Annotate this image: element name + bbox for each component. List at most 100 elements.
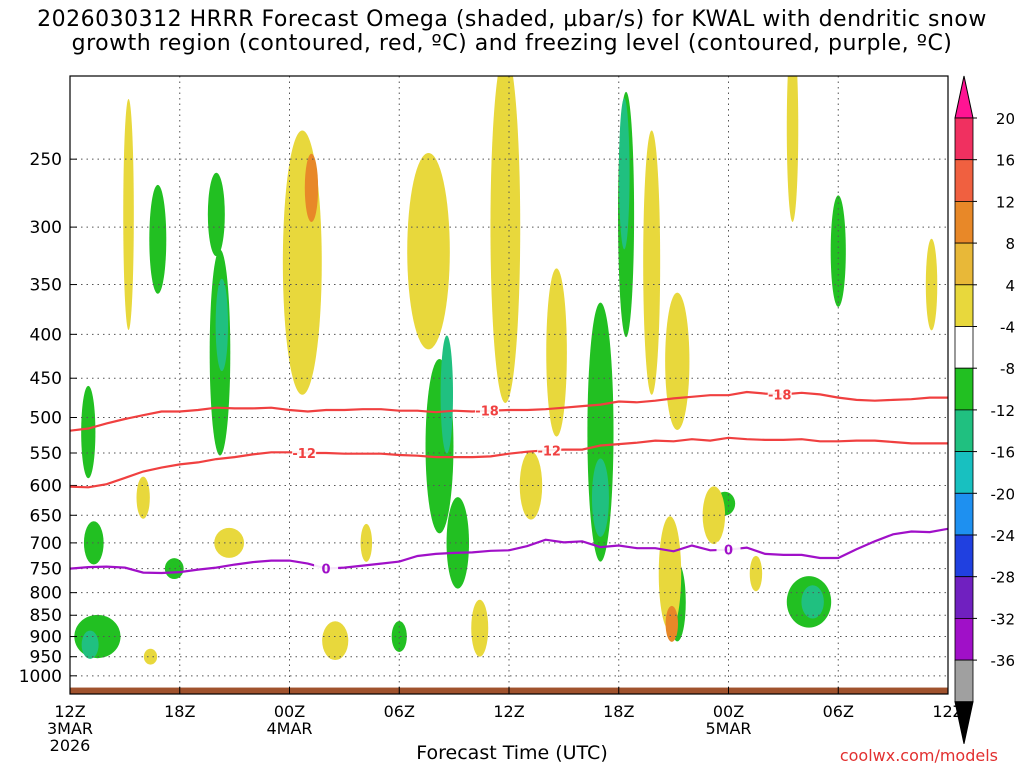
contour-label-bg-minus18-0	[475, 402, 500, 418]
omega-dn-hour3	[123, 98, 134, 331]
omega-up-hour40-core	[801, 585, 824, 619]
contour-minus12	[70, 436, 948, 489]
omega-up-hour30-core	[618, 98, 630, 250]
x-tick-label-h18-0: 06Z	[384, 702, 415, 721]
y-tick-label-300: 300	[30, 218, 62, 238]
colorbar-label-4: 4	[1005, 277, 1015, 295]
contour-label-bg-minus12-1	[537, 442, 562, 458]
omega-dn-hour47	[925, 238, 938, 331]
contour-label-freezing-0: 0	[322, 563, 331, 578]
omega-up-hour18	[391, 621, 407, 652]
y-tick-label-350: 350	[30, 276, 62, 296]
omega-dn-hour37	[749, 555, 763, 592]
colorbar-label-3: 8	[1005, 235, 1015, 253]
chart-title-line1: 2026030312 HRRR Forecast Omega (shaded, …	[37, 7, 987, 32]
y-tick-label-750: 750	[30, 560, 62, 580]
contour-label-minus18-0: -18	[475, 405, 499, 420]
omega-up-hour20-core	[440, 335, 454, 454]
y-tick-label-1000: 1000	[19, 667, 62, 687]
omega-up-hour21	[446, 497, 470, 589]
colorbar-label-2: 12	[996, 193, 1015, 211]
y-tick-label-950: 950	[30, 648, 62, 668]
colorbar-swatch-5	[954, 326, 974, 369]
contour-freezing	[70, 527, 948, 575]
omega-up-hour8-core	[215, 278, 229, 372]
omega-dn-hour32	[658, 516, 682, 631]
colorbar-swatch-13	[954, 659, 974, 703]
x-tick-label-h0-2: 2026	[50, 736, 91, 755]
contour-label-bg-freezing-1	[716, 541, 741, 557]
omega-dn-hour33-core	[665, 605, 678, 642]
y-tick-label-800: 800	[30, 584, 62, 604]
x-tick-label-h12-1: 4MAR	[266, 719, 312, 738]
x-tick-label-h6-0: 18Z	[164, 702, 195, 721]
y-tick-label-900: 900	[30, 628, 62, 648]
colorbar-swatch-12	[954, 618, 974, 661]
y-tick-label-550: 550	[30, 444, 62, 464]
colorbar-swatch-10	[954, 534, 974, 578]
y-tick-label-450: 450	[30, 369, 62, 389]
x-tick-label-h36-0: 00Z	[713, 702, 744, 721]
y-tick-label-700: 700	[30, 534, 62, 554]
omega-dn-hour4-low	[143, 648, 158, 665]
omega-dn-hour26	[546, 268, 567, 437]
y-tick-label-500: 500	[30, 408, 62, 428]
colorbar-swatch-3	[954, 242, 974, 286]
omega-dn-hour8-low	[214, 527, 245, 558]
omega-up-hour5-low	[164, 558, 184, 580]
y-tick-label-250: 250	[30, 150, 62, 170]
omega-dn-hour33	[665, 292, 690, 430]
colorbar-swatch-7	[954, 409, 974, 452]
colorbar-swatch-11	[954, 576, 974, 619]
colorbar-label-6: -8	[1000, 360, 1015, 378]
omega-dn-hour23	[490, 76, 521, 403]
colorbar-label-7: -12	[991, 402, 1016, 420]
y-tick-label-400: 400	[30, 325, 62, 345]
omega-dn-hour39	[786, 76, 799, 222]
omega-dn-hour16	[360, 523, 373, 562]
x-tick-label-h0-1: 3MAR	[47, 719, 93, 738]
omega-dn-hour4	[136, 476, 150, 519]
colorbar-swatch-4	[954, 284, 974, 327]
contour-minus18	[70, 390, 948, 432]
credit-text: coolwx.com/models	[839, 746, 998, 765]
chart-title-line2: growth region (contoured, red, ºC) and f…	[71, 31, 953, 56]
colorbar-swatch-8	[954, 451, 974, 494]
colorbar-label-5: -4	[1000, 319, 1015, 337]
y-tick-label-650: 650	[30, 506, 62, 526]
x-tick-label-h12-0: 00Z	[274, 702, 305, 721]
omega-dn-hour19	[407, 152, 450, 350]
contour-label-bg-freezing-0	[314, 560, 339, 576]
omega-up-hour5	[149, 184, 167, 294]
omega-dn-hour14	[322, 621, 349, 661]
contour-label-freezing-1: 0	[724, 544, 733, 559]
colorbar-label-11: -28	[991, 569, 1016, 587]
omega-up-hour0-core	[81, 630, 99, 659]
x-tick-label-h36-1: 5MAR	[705, 719, 751, 738]
y-tick-label-600: 600	[30, 476, 62, 496]
omega-dn-hour31	[643, 130, 661, 395]
x-tick-label-h24-0: 12Z	[493, 702, 524, 721]
colorbar-swatch-6	[954, 367, 974, 411]
colorbar-arrow-top	[954, 75, 974, 119]
x-axis-title: Forecast Time (UTC)	[416, 742, 608, 764]
contour-label-bg-minus18-1	[767, 386, 792, 402]
colorbar-label-0: 20	[996, 110, 1015, 128]
omega-dn-hour12-core	[304, 153, 319, 222]
x-tick-label-h30-0: 18Z	[603, 702, 634, 721]
colorbar-swatch-9	[954, 492, 974, 536]
colorbar-arrow-bottom	[954, 701, 974, 744]
colorbar-label-12: -32	[991, 610, 1016, 628]
colorbar-label-9: -20	[991, 485, 1016, 503]
colorbar-label-13: -36	[991, 652, 1016, 670]
colorbar-label-8: -16	[991, 444, 1016, 462]
x-tick-label-h42-0: 06Z	[823, 702, 854, 721]
omega-up-hour29-core	[591, 458, 609, 537]
omega-up-hour0-low	[83, 521, 104, 565]
y-tick-label-850: 850	[30, 606, 62, 626]
colorbar-swatch-2	[954, 200, 974, 244]
colorbar-label-10: -24	[991, 527, 1016, 545]
plot-frame	[69, 75, 949, 695]
omega-up-hour1-mid	[81, 385, 96, 479]
